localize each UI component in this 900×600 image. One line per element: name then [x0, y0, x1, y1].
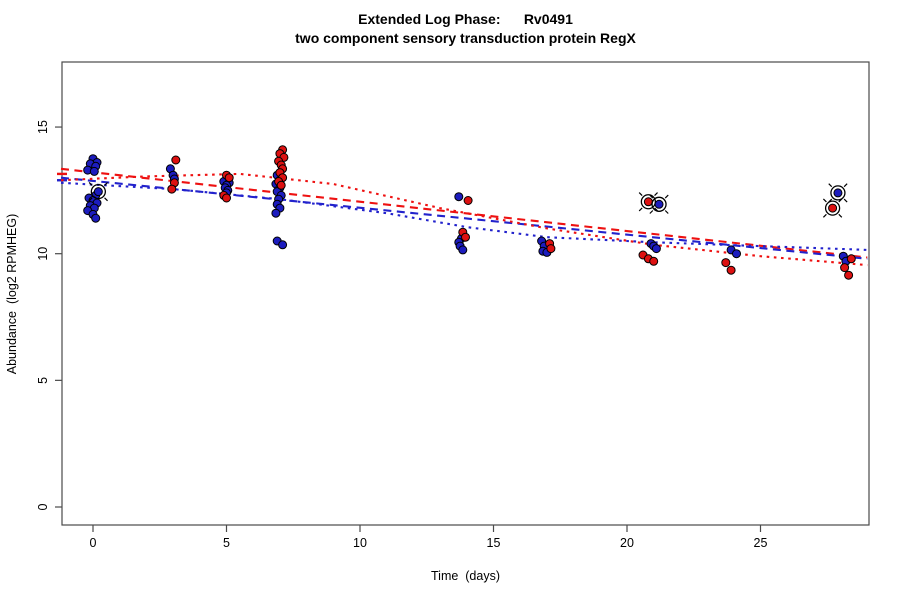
red-dashed-fit-line [60, 167, 868, 259]
red-data-point [222, 193, 231, 203]
outlier-ring-corner-tick [104, 182, 108, 186]
red-data-point [546, 244, 556, 254]
y-tick-label: 0 [36, 503, 50, 510]
y-axis-label: Abundance (log2 RPMHEG) [5, 213, 19, 375]
outlier-ring-corner-tick [828, 183, 833, 188]
blue-dashed-fit-line [60, 176, 868, 260]
outlier-ring [830, 185, 846, 201]
blue-outlier-point [93, 187, 103, 197]
blue-data-point [91, 213, 101, 223]
outlier-ring-corner-tick [638, 207, 643, 212]
plot-box [61, 61, 870, 526]
x-tick-label: 15 [487, 536, 501, 550]
x-tick-label: 25 [754, 536, 768, 550]
red-data-point [721, 258, 731, 268]
x-tick-label: 10 [353, 536, 367, 550]
red-data-point [224, 173, 234, 183]
outlier-ring-corner-tick [104, 197, 108, 202]
outlier-ring [651, 196, 667, 212]
blue-data-point [454, 192, 464, 202]
blue-outlier-point [833, 188, 843, 198]
red-data-point [846, 254, 856, 264]
red-data-point [844, 270, 854, 280]
outlier-ring-corner-tick [838, 213, 843, 218]
red-data-point [840, 263, 850, 273]
outlier-ring [824, 200, 841, 216]
x-axis-label: Time (days) [431, 569, 500, 583]
blue-data-point [732, 249, 741, 259]
outlier-ring-corner-tick [664, 210, 669, 214]
red-data-point [167, 184, 177, 194]
outlier-ring-corner-tick [838, 198, 843, 203]
outlier-ring-corner-tick [822, 198, 827, 203]
outlier-ring-corner-tick [822, 213, 827, 218]
blue-data-point [651, 244, 661, 254]
x-tick-label: 20 [620, 536, 634, 550]
outlier-ring-corner-tick [664, 194, 669, 199]
outlier-ring-corner-tick [843, 183, 848, 188]
blue-data-point [458, 245, 468, 255]
y-tick-label: 10 [36, 247, 50, 261]
red-data-point [171, 155, 181, 165]
outlier-ring-corner-tick [88, 182, 93, 186]
red-data-point [649, 256, 659, 266]
red-outlier-point [828, 203, 838, 213]
x-tick-label: 0 [90, 536, 97, 550]
x-tick-label: 5 [223, 536, 230, 550]
outlier-ring-corner-tick [654, 192, 658, 196]
blue-data-point [89, 166, 99, 176]
red-data-point [726, 265, 736, 275]
y-tick-label: 5 [36, 377, 50, 384]
blue-data-point [271, 208, 281, 218]
outlier-ring [90, 183, 106, 200]
red-data-point [276, 180, 286, 190]
red-data-point [461, 232, 470, 242]
outlier-ring-corner-tick [843, 198, 848, 203]
outlier-ring-corner-tick [638, 192, 643, 196]
blue-data-point [278, 240, 288, 250]
red-outlier-point [643, 197, 653, 207]
outlier-ring-corner-tick [649, 194, 654, 199]
outlier-ring-corner-tick [88, 197, 93, 202]
blue-outlier-point [654, 199, 664, 209]
outlier-ring-corner-tick [649, 210, 654, 214]
y-tick-label: 15 [36, 120, 50, 134]
red-data-point [463, 196, 473, 205]
